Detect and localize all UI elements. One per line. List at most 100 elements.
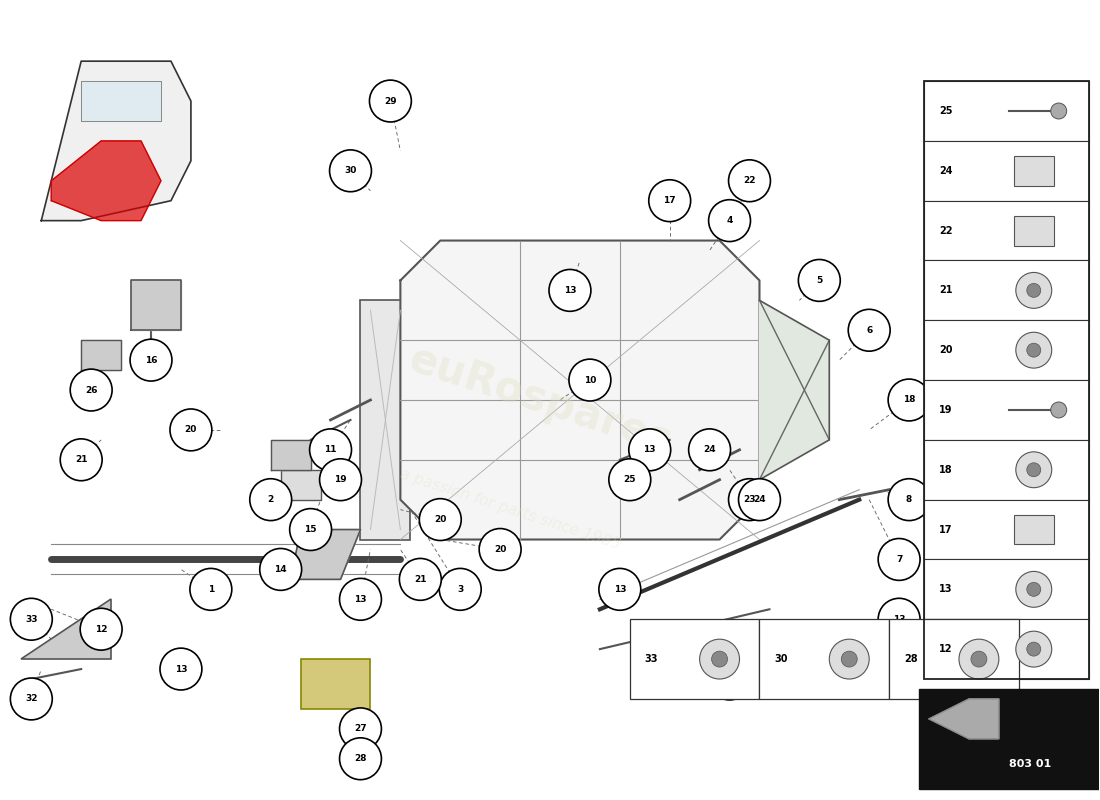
Text: 27: 27 (354, 724, 366, 734)
Text: 13: 13 (939, 584, 953, 594)
Text: 33: 33 (645, 654, 658, 664)
Circle shape (728, 160, 770, 202)
Text: 33: 33 (25, 614, 37, 624)
Circle shape (1026, 462, 1041, 477)
Text: 32: 32 (25, 694, 37, 703)
Text: 20: 20 (434, 515, 447, 524)
Text: 18: 18 (939, 465, 953, 474)
Text: a passion for parts since 1985: a passion for parts since 1985 (398, 467, 623, 553)
Circle shape (70, 369, 112, 411)
Circle shape (309, 429, 352, 470)
Circle shape (829, 639, 869, 679)
Circle shape (1026, 642, 1041, 656)
Circle shape (130, 339, 172, 381)
FancyBboxPatch shape (924, 500, 1089, 559)
Text: 19: 19 (939, 405, 953, 415)
Circle shape (1026, 343, 1041, 357)
FancyBboxPatch shape (924, 320, 1089, 380)
FancyBboxPatch shape (361, 300, 410, 539)
Text: 22: 22 (744, 176, 756, 186)
Polygon shape (131, 281, 180, 330)
Circle shape (842, 651, 857, 667)
Circle shape (1026, 582, 1041, 596)
FancyBboxPatch shape (924, 559, 1089, 619)
Polygon shape (81, 81, 161, 121)
Circle shape (799, 259, 840, 302)
Circle shape (700, 639, 739, 679)
Circle shape (1015, 273, 1052, 308)
Circle shape (878, 538, 920, 580)
Circle shape (1015, 452, 1052, 488)
Circle shape (1015, 571, 1052, 607)
Text: 7: 7 (895, 555, 902, 564)
Circle shape (649, 180, 691, 222)
Text: 20: 20 (494, 545, 506, 554)
Circle shape (728, 478, 770, 521)
Circle shape (340, 738, 382, 780)
Text: 5: 5 (816, 276, 823, 285)
Circle shape (1015, 631, 1052, 667)
FancyBboxPatch shape (300, 659, 371, 709)
Text: 28: 28 (904, 654, 917, 664)
Circle shape (848, 310, 890, 351)
Circle shape (569, 359, 611, 401)
FancyBboxPatch shape (630, 619, 759, 699)
Circle shape (878, 598, 920, 640)
Circle shape (738, 478, 780, 521)
Text: 26: 26 (85, 386, 98, 394)
FancyBboxPatch shape (924, 380, 1089, 440)
Text: 10: 10 (584, 375, 596, 385)
Circle shape (712, 651, 727, 667)
Text: 13: 13 (175, 665, 187, 674)
FancyBboxPatch shape (1014, 514, 1054, 545)
Text: 6: 6 (866, 326, 872, 334)
Text: 18: 18 (903, 395, 915, 405)
FancyBboxPatch shape (1014, 156, 1054, 186)
FancyBboxPatch shape (924, 261, 1089, 320)
Circle shape (598, 569, 641, 610)
Circle shape (340, 708, 382, 750)
Circle shape (549, 270, 591, 311)
Text: 13: 13 (614, 585, 626, 594)
Text: 4: 4 (726, 216, 733, 225)
Text: 22: 22 (939, 226, 953, 235)
Circle shape (1026, 283, 1041, 298)
Circle shape (609, 458, 651, 501)
Text: 24: 24 (754, 495, 766, 504)
Text: 20: 20 (939, 345, 953, 355)
Text: 19: 19 (334, 475, 346, 484)
Text: 23: 23 (744, 495, 756, 504)
Text: 803 01: 803 01 (1009, 758, 1052, 769)
Text: 30: 30 (774, 654, 788, 664)
Polygon shape (759, 300, 829, 480)
FancyBboxPatch shape (280, 470, 320, 500)
Text: 16: 16 (145, 356, 157, 365)
Text: 30: 30 (344, 166, 356, 175)
Circle shape (160, 648, 202, 690)
FancyBboxPatch shape (924, 81, 1089, 141)
Polygon shape (290, 530, 361, 579)
Text: euRospares: euRospares (403, 338, 678, 462)
FancyBboxPatch shape (889, 619, 1019, 699)
Text: 9: 9 (726, 674, 733, 683)
Text: 21: 21 (75, 455, 87, 464)
Text: 2: 2 (267, 495, 274, 504)
Text: 3: 3 (458, 585, 463, 594)
Circle shape (1015, 332, 1052, 368)
Text: 28: 28 (354, 754, 366, 763)
Text: 12: 12 (95, 625, 108, 634)
Circle shape (971, 651, 987, 667)
Polygon shape (400, 241, 759, 539)
Polygon shape (930, 699, 999, 739)
Text: 21: 21 (939, 286, 953, 295)
Circle shape (250, 478, 292, 521)
Text: 25: 25 (939, 106, 953, 116)
Circle shape (708, 200, 750, 242)
Text: 13: 13 (354, 595, 366, 604)
Text: 13: 13 (563, 286, 576, 295)
Circle shape (399, 558, 441, 600)
Circle shape (1050, 402, 1067, 418)
Circle shape (629, 429, 671, 470)
Circle shape (190, 569, 232, 610)
Circle shape (10, 678, 53, 720)
